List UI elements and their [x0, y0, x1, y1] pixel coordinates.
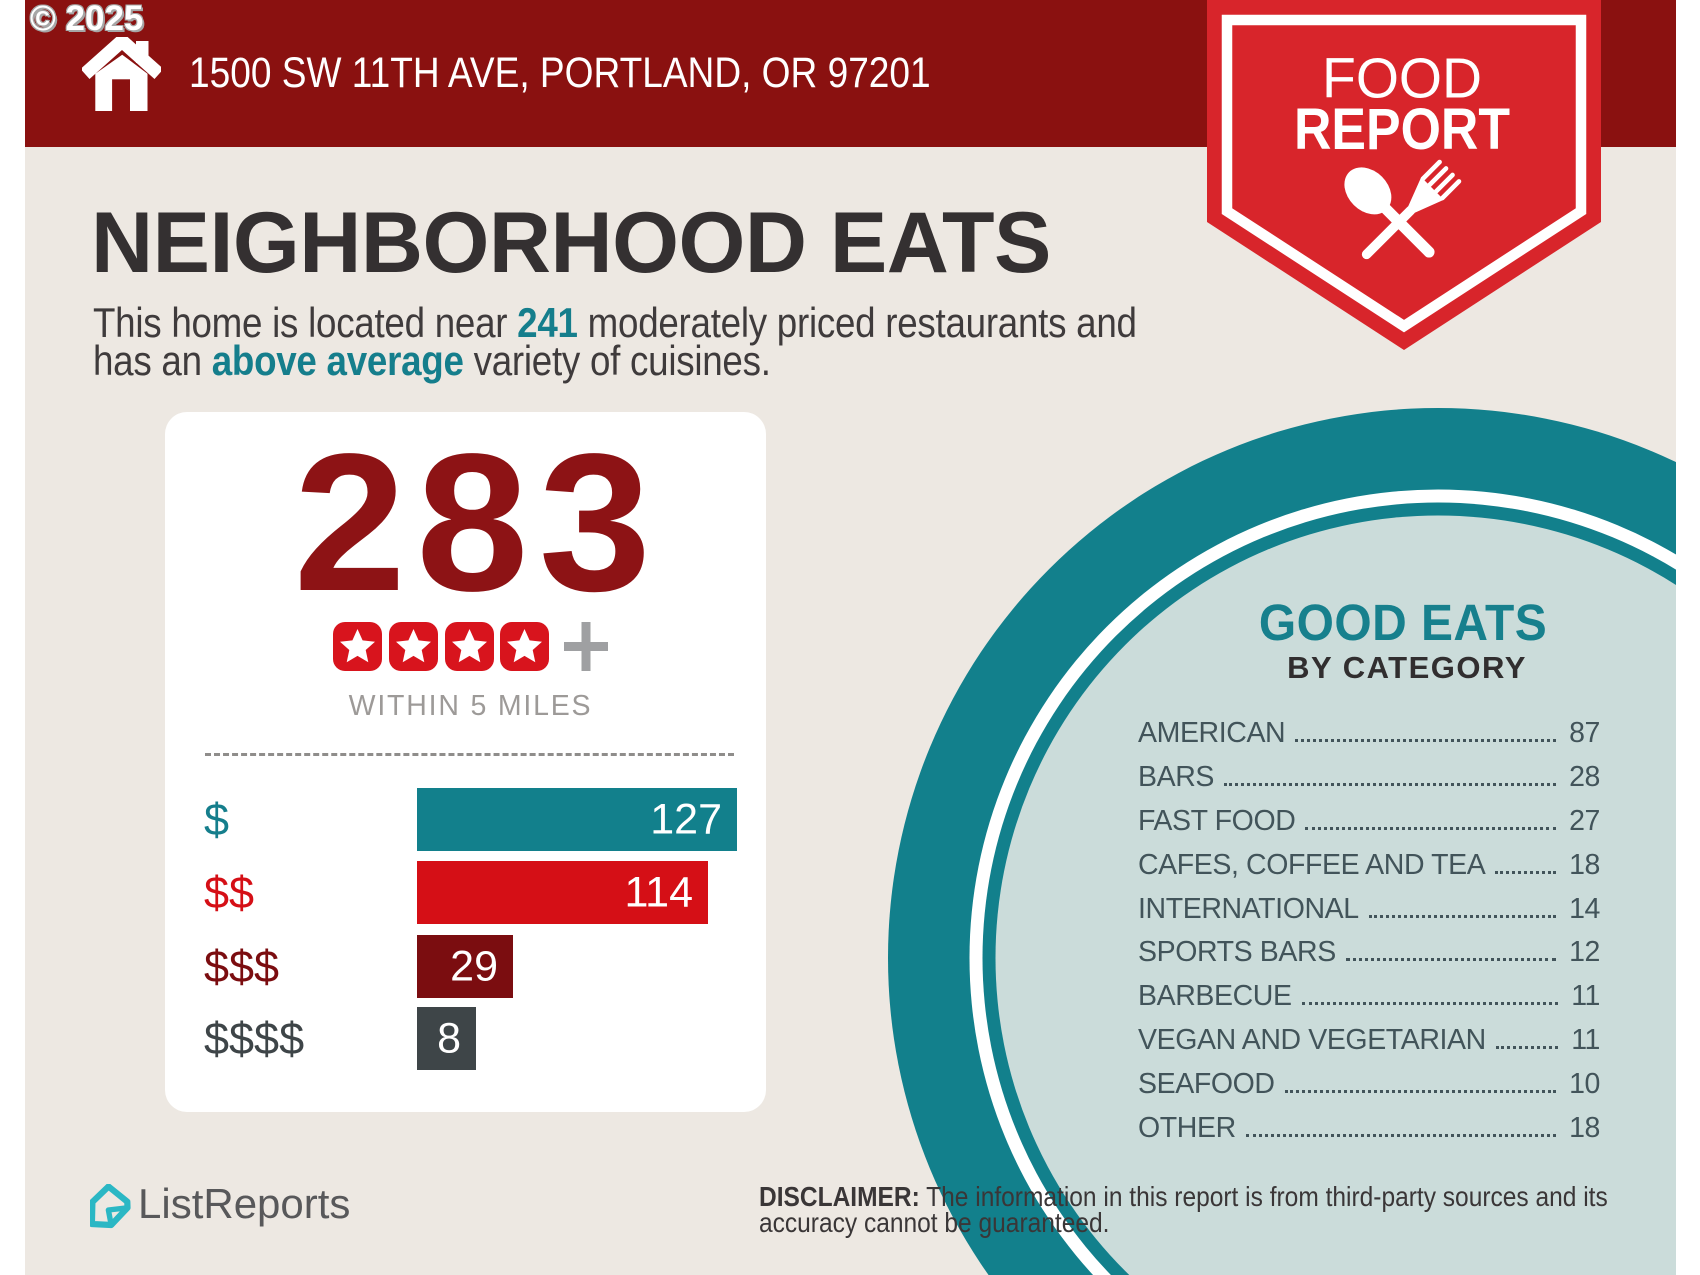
svg-text:REPORT: REPORT: [1294, 97, 1510, 162]
svg-text:FOOD: FOOD: [1322, 47, 1482, 110]
